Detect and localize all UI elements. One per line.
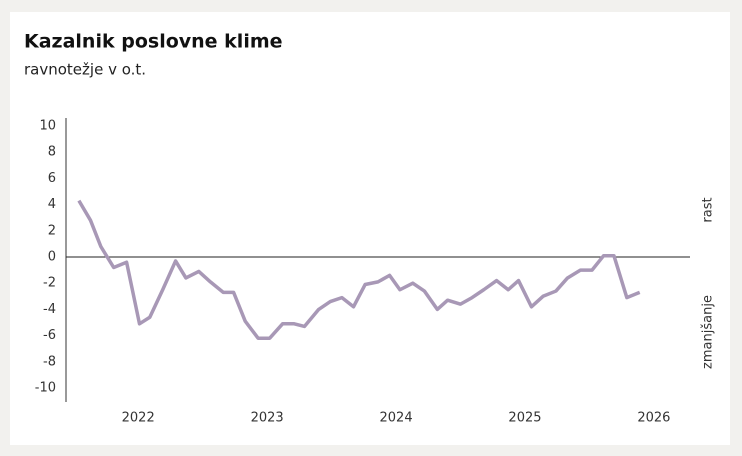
- panel: [10, 12, 730, 445]
- y-tick-label: -10: [35, 381, 56, 396]
- x-tick-label: 2025: [508, 411, 541, 426]
- y-tick-label: 10: [39, 119, 56, 134]
- annotation: zmanjšanje: [701, 295, 716, 369]
- chart-title: Kazalnik poslovne klime: [24, 31, 283, 53]
- y-tick-label: 0: [48, 250, 56, 265]
- y-tick-label: -2: [43, 276, 56, 291]
- annotation: rast: [701, 197, 716, 222]
- x-tick-label: 2026: [637, 411, 670, 426]
- chart-subtitle: ravnotežje v o.t.: [24, 61, 146, 79]
- y-tick-label: 4: [48, 197, 56, 212]
- x-tick-label: 2023: [251, 411, 284, 426]
- y-tick-label: 8: [48, 145, 56, 160]
- y-tick-label: 6: [48, 171, 56, 186]
- line: [77, 199, 641, 340]
- y-tick-label: -8: [43, 354, 56, 369]
- y-tick-label: -6: [43, 328, 56, 343]
- x-tick-label: 2022: [122, 411, 155, 426]
- y-tick-label: 2: [48, 223, 56, 238]
- y-tick-label: -4: [43, 302, 56, 317]
- x-tick-label: 2024: [380, 411, 413, 426]
